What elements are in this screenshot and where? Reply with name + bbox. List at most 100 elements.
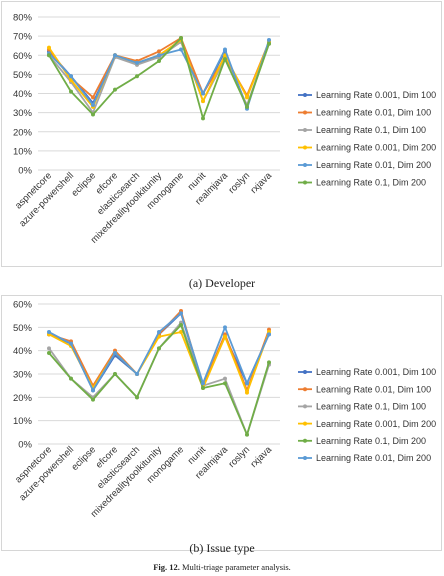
series-line	[48, 324, 270, 436]
data-point	[223, 381, 227, 386]
series-learning-rate-0-001-dim-200	[47, 37, 271, 109]
data-point	[201, 116, 205, 121]
data-point	[267, 332, 271, 337]
legend-item: Learning Rate 0.1, Dim 100	[298, 402, 426, 412]
y-tick-label: 30%	[13, 108, 33, 119]
y-tick-label: 0%	[18, 440, 32, 451]
legend-marker	[303, 110, 307, 115]
data-point	[135, 74, 139, 79]
legend-item: Learning Rate 0.001, Dim 200	[298, 419, 436, 429]
y-tick-label: 40%	[13, 89, 33, 100]
data-point	[91, 112, 95, 117]
data-point	[267, 41, 271, 46]
y-tick-label: 50%	[13, 70, 33, 81]
y-tick-label: 70%	[13, 32, 33, 43]
legend-item: Learning Rate 0.01, Dim 100	[298, 108, 431, 118]
data-point	[245, 390, 249, 395]
legend: Learning Rate 0.001, Dim 100 Learning Rat…	[298, 367, 436, 463]
series-learning-rate-0-1-dim-200	[47, 323, 271, 437]
developer-subcaption: (a) Developer	[188, 276, 256, 290]
legend-item: Learning Rate 0.01, Dim 200	[298, 160, 431, 170]
legend-item: Learning Rate 0.001, Dim 200	[298, 143, 436, 153]
data-point	[135, 60, 139, 65]
data-point	[113, 351, 117, 355]
data-point	[157, 58, 161, 63]
legend-marker	[303, 438, 307, 443]
legend-item: Learning Rate 0.001, Dim 100	[298, 90, 436, 100]
data-point	[245, 381, 249, 386]
series-line	[48, 312, 270, 392]
data-point	[157, 346, 161, 351]
series-line	[48, 37, 270, 99]
legend-label: Learning Rate 0.1, Dim 100	[316, 125, 426, 135]
legend-label: Learning Rate 0.01, Dim 200	[316, 160, 431, 170]
y-tick-label: 40%	[13, 346, 33, 357]
data-point	[113, 53, 117, 58]
y-tick-label: 10%	[13, 416, 33, 427]
legend-item: Learning Rate 0.1, Dim 200	[298, 178, 426, 188]
series-learning-rate-0-001-dim-100	[47, 37, 271, 109]
figure-caption-label: Fig. 12.	[153, 562, 180, 572]
data-point	[201, 99, 205, 104]
chart-b-issue-type: 0%10%20%30%40%50%60%aspnetcoreazure-powe…	[13, 300, 436, 520]
data-point	[267, 37, 271, 42]
legend-item: Learning Rate 0.01, Dim 200	[298, 453, 431, 463]
data-point	[223, 47, 227, 52]
data-point	[201, 386, 205, 390]
series-learning-rate-0-1-dim-200	[47, 36, 271, 121]
legend-label: Learning Rate 0.01, Dim 200	[316, 453, 431, 463]
data-point	[245, 104, 249, 109]
legend-label: Learning Rate 0.1, Dim 200	[316, 178, 426, 188]
data-point	[223, 376, 227, 381]
legend-item: Learning Rate 0.1, Dim 100	[298, 125, 426, 135]
data-point	[267, 360, 271, 365]
y-tick-label: 0%	[18, 166, 32, 177]
legend-label: Learning Rate 0.01, Dim 100	[316, 108, 431, 118]
legend-label: Learning Rate 0.001, Dim 100	[316, 367, 436, 377]
x-tick-label: rxjava	[248, 170, 274, 196]
y-tick-label: 60%	[13, 51, 33, 62]
legend-marker	[303, 404, 307, 409]
data-point	[47, 53, 51, 58]
legend-marker	[303, 180, 307, 185]
data-point	[201, 381, 205, 386]
legend-marker	[303, 370, 307, 374]
legend-label: Learning Rate 0.001, Dim 200	[316, 143, 436, 153]
data-point	[113, 87, 117, 92]
figure-caption-text: Multi-triage parameter analysis.	[182, 562, 291, 572]
chart-a-developer: 0%10%20%30%40%50%60%70%80%aspnetcoreazur…	[13, 13, 436, 246]
x-tick-label: rxjava	[248, 444, 274, 470]
legend-label: Learning Rate 0.01, Dim 100	[316, 384, 431, 394]
legend-marker	[303, 456, 307, 460]
data-point	[223, 57, 227, 62]
data-point	[157, 53, 161, 58]
data-point	[91, 388, 95, 393]
data-point	[47, 330, 51, 334]
data-point	[69, 74, 73, 79]
series-learning-rate-0-01-dim-200	[47, 311, 271, 393]
legend-marker	[303, 387, 307, 392]
data-point	[91, 95, 95, 100]
data-point	[245, 432, 249, 437]
data-point	[69, 89, 73, 94]
legend-marker	[303, 93, 307, 97]
legend-marker	[303, 163, 307, 167]
legend-marker	[303, 128, 307, 132]
data-point	[91, 102, 95, 107]
x-tick-label: roslyn	[226, 444, 252, 470]
legend-marker	[303, 421, 307, 426]
data-point	[245, 95, 249, 100]
data-point	[135, 372, 139, 376]
series-line	[48, 321, 270, 436]
issue-type-subcaption: (b) Issue type	[189, 541, 255, 555]
data-point	[179, 36, 183, 41]
legend-label: Learning Rate 0.001, Dim 100	[316, 90, 436, 100]
data-point	[179, 330, 183, 334]
y-tick-label: 30%	[13, 370, 33, 381]
data-point	[69, 376, 73, 381]
data-point	[223, 325, 227, 330]
legend-item: Learning Rate 0.1, Dim 200	[298, 436, 426, 446]
y-tick-label: 50%	[13, 323, 33, 334]
data-point	[135, 395, 139, 400]
